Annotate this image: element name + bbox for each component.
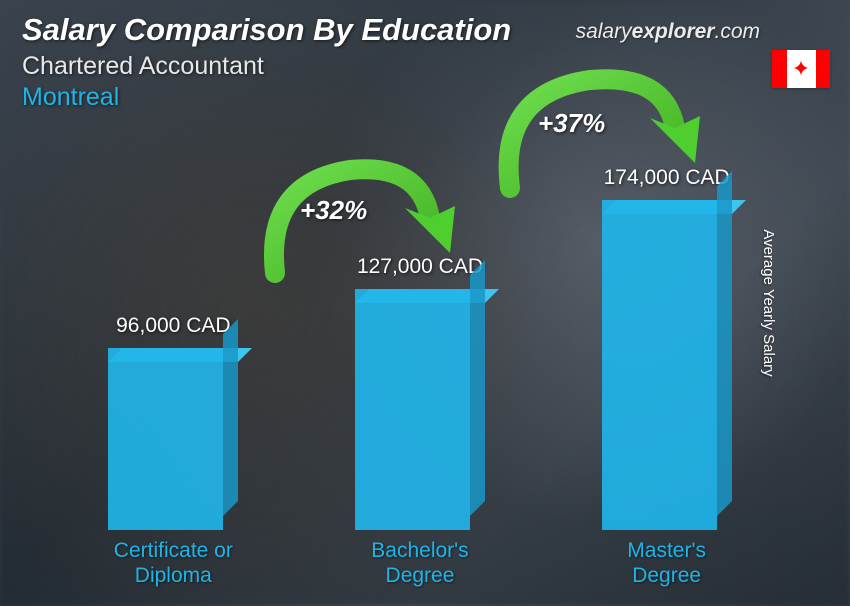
header: Salary Comparison By Education Chartered… <box>22 12 511 112</box>
watermark: salaryexplorer.com <box>576 20 760 44</box>
page-title: Salary Comparison By Education <box>22 12 511 48</box>
bar-category-label: Bachelor'sDegree <box>371 538 468 588</box>
flag-stripe-right <box>816 50 831 88</box>
flag-stripe-left <box>772 50 787 88</box>
infographic-container: Salary Comparison By Education Chartered… <box>0 0 850 606</box>
increase-label-1: +32% <box>300 195 367 226</box>
subtitle-job: Chartered Accountant <box>22 52 511 81</box>
watermark-prefix: salary <box>576 20 632 43</box>
bar-front-face <box>602 200 717 530</box>
bar-front-face <box>355 289 470 530</box>
bar-side-face <box>470 260 485 516</box>
bar-side-face <box>717 171 732 516</box>
bar-value-label: 96,000 CAD <box>116 314 230 338</box>
bar-category-label: Master'sDegree <box>627 538 706 588</box>
chart-area: 96,000 CAD Certificate orDiploma 127,000… <box>50 128 790 588</box>
maple-leaf-icon: ✦ <box>792 58 810 80</box>
flag-center: ✦ <box>787 50 816 88</box>
bar-value-label: 127,000 CAD <box>357 255 483 279</box>
watermark-suffix: .com <box>714 20 760 43</box>
watermark-bold: explorer <box>632 20 715 43</box>
bar-3d <box>108 348 238 530</box>
bar-group: 96,000 CAD Certificate orDiploma <box>73 314 273 588</box>
subtitle-location: Montreal <box>22 83 511 112</box>
bar-group: 174,000 CAD Master'sDegree <box>567 166 767 588</box>
bar-group: 127,000 CAD Bachelor'sDegree <box>320 255 520 588</box>
bar-side-face <box>223 319 238 516</box>
bar-front-face <box>108 348 223 530</box>
bar-3d <box>602 200 732 530</box>
bar-value-label: 174,000 CAD <box>604 166 730 190</box>
bar-3d <box>355 289 485 530</box>
increase-label-2: +37% <box>538 108 605 139</box>
bar-category-label: Certificate orDiploma <box>114 538 233 588</box>
country-flag-canada: ✦ <box>772 50 830 88</box>
